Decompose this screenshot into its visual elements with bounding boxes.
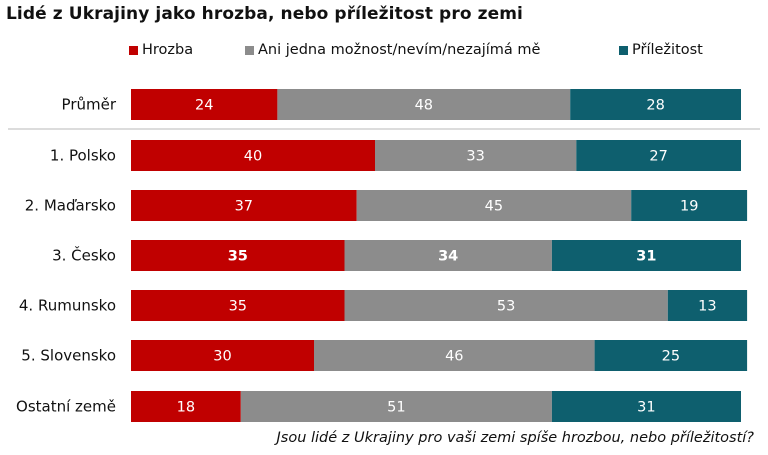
value-label-ostatni-zeme-hrozba: 18: [177, 400, 195, 416]
value-label-2-madarsko-prilezitost: 19: [680, 199, 698, 215]
value-label-1-polsko-hrozba: 40: [244, 149, 262, 165]
value-label-4-rumunsko-prilezitost: 13: [698, 299, 716, 315]
category-label-5-slovensko: 5. Slovensko: [21, 347, 116, 365]
value-label-prumer-prilezitost: 28: [646, 98, 664, 114]
legend-item-prilezitost: Příležitost: [619, 42, 703, 58]
bar-3-cesko-hrozba: [131, 240, 345, 271]
bar-prumer-hrozba: [131, 89, 278, 120]
bar-3-cesko-neutral: [344, 240, 552, 271]
category-label-prumer: Průměr: [62, 96, 117, 114]
bar-2-madarsko-prilezitost: [631, 190, 748, 221]
category-label-ostatni-zeme: Ostatní země: [16, 398, 116, 416]
bar-3-cesko-prilezitost: [551, 240, 741, 271]
bar-1-polsko-neutral: [375, 140, 577, 171]
value-label-4-rumunsko-hrozba: 35: [229, 299, 247, 315]
category-label-4-rumunsko: 4. Rumunsko: [19, 297, 116, 315]
bar-1-polsko-hrozba: [131, 140, 375, 171]
legend-swatch-hrozba: [129, 45, 138, 55]
bar-4-rumunsko-prilezitost: [667, 290, 748, 321]
bar-prumer-prilezitost: [570, 89, 741, 120]
bar-5-slovensko-neutral: [314, 340, 595, 371]
footnote: Jsou lidé z Ukrajiny pro vaši zemi spíše…: [276, 430, 755, 446]
value-label-3-cesko-neutral: 34: [438, 249, 458, 265]
bar-ostatni-zeme-hrozba: [131, 391, 241, 422]
bar-4-rumunsko-neutral: [344, 290, 668, 321]
legend-swatch-neutral: [245, 45, 254, 55]
legend-item-neutral: Ani jedna možnost/nevím/nezajímá mě: [245, 42, 540, 58]
legend: Hrozba Ani jedna možnost/nevím/nezajímá …: [0, 42, 768, 62]
legend-label-prilezitost: Příležitost: [632, 42, 703, 58]
bar-2-madarsko-hrozba: [131, 190, 357, 221]
bar-5-slovensko-hrozba: [131, 340, 314, 371]
value-label-1-polsko-prilezitost: 27: [649, 149, 667, 165]
value-label-ostatni-zeme-prilezitost: 31: [637, 400, 655, 416]
legend-swatch-prilezitost: [619, 45, 628, 55]
value-label-2-madarsko-hrozba: 37: [235, 199, 253, 215]
bar-5-slovensko-prilezitost: [594, 340, 748, 371]
legend-item-hrozba: Hrozba: [129, 42, 193, 58]
value-label-3-cesko-hrozba: 35: [228, 249, 248, 265]
value-label-prumer-neutral: 48: [415, 98, 433, 114]
value-label-ostatni-zeme-neutral: 51: [387, 400, 405, 416]
bar-ostatni-zeme-prilezitost: [551, 391, 741, 422]
value-label-5-slovensko-hrozba: 30: [213, 349, 231, 365]
bar-ostatni-zeme-neutral: [240, 391, 552, 422]
value-label-5-slovensko-neutral: 46: [445, 349, 463, 365]
category-label-2-madarsko: 2. Maďarsko: [25, 197, 116, 215]
value-label-2-madarsko-neutral: 45: [485, 199, 503, 215]
bar-2-madarsko-neutral: [356, 190, 632, 221]
value-label-1-polsko-neutral: 33: [466, 149, 484, 165]
legend-label-hrozba: Hrozba: [142, 42, 194, 58]
value-label-5-slovensko-prilezitost: 25: [662, 349, 680, 365]
category-label-3-cesko: 3. Česko: [52, 246, 116, 265]
category-label-1-polsko: 1. Polsko: [50, 147, 116, 165]
value-label-4-rumunsko-neutral: 53: [497, 299, 515, 315]
legend-label-neutral: Ani jedna možnost/nevím/nezajímá mě: [258, 42, 541, 58]
chart-title: Lidé z Ukrajiny jako hrozba, nebo přílež…: [6, 4, 523, 24]
value-label-prumer-hrozba: 24: [195, 98, 213, 114]
bar-prumer-neutral: [277, 89, 571, 120]
bar-1-polsko-prilezitost: [576, 140, 741, 171]
value-label-3-cesko-prilezitost: 31: [636, 249, 656, 265]
bar-4-rumunsko-hrozba: [131, 290, 345, 321]
